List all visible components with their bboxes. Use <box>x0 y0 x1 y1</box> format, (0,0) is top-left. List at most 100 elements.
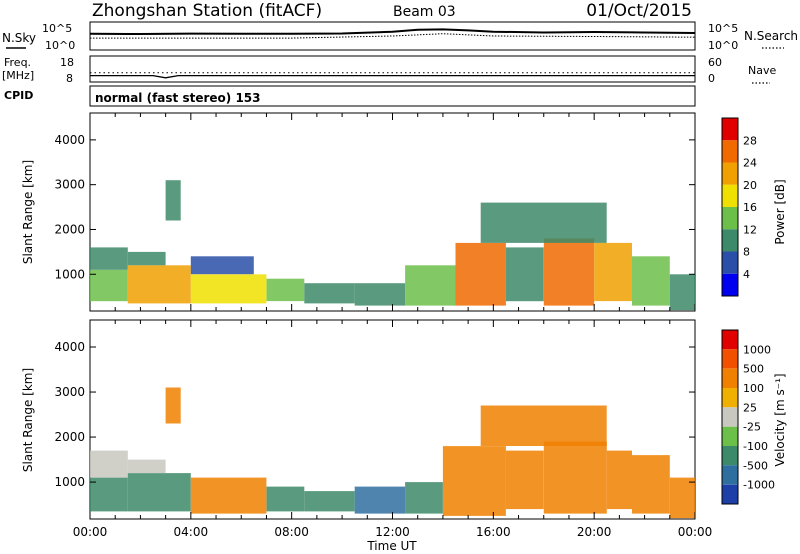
noise-right-tick-bottom: 10^0 <box>708 39 738 52</box>
power-ytick-label: 3000 <box>54 178 85 192</box>
x-tick-label: 12:00 <box>375 525 410 539</box>
x-tick-label: 16:00 <box>476 525 511 539</box>
noise-right-label: N.Search <box>744 29 798 43</box>
power-ytick-label: 1000 <box>54 267 85 281</box>
velocity-cell <box>304 491 355 512</box>
power-colorbar-swatch <box>722 273 738 297</box>
power-colorbar-label: Power [dB] <box>773 179 787 244</box>
velocity-cell <box>442 446 506 516</box>
velocity-colorbar-tick: 1000 <box>743 343 771 356</box>
velocity-colorbar-swatch <box>722 446 738 466</box>
velocity-cell <box>90 450 128 478</box>
velocity-cell <box>480 405 607 446</box>
power-cell <box>165 180 181 221</box>
velocity-cell <box>669 477 695 519</box>
power-cell <box>669 274 695 311</box>
cpid-label: CPID <box>4 89 33 102</box>
power-cell <box>90 269 128 302</box>
x-axis: 00:00 04:00 08:00 12:00 16:00 20:00 00:00 <box>73 525 713 539</box>
power-colorbar-swatch <box>722 118 738 141</box>
velocity-ytick-label: 3000 <box>54 385 85 399</box>
x-tick-label: 08:00 <box>274 525 309 539</box>
noise-right-tick-top: 10^5 <box>708 22 738 35</box>
power-cell <box>455 242 506 306</box>
velocity-cell <box>543 441 607 514</box>
velocity-colorbar-tick: 100 <box>743 382 764 395</box>
velocity-colorbar-swatch <box>722 465 738 485</box>
freq-line <box>90 74 695 79</box>
velocity-colorbar-swatch <box>722 407 738 427</box>
power-cell <box>480 202 607 243</box>
velocity-cell <box>405 482 443 514</box>
power-colorbar-swatch <box>722 207 738 230</box>
power-colorbar-tick: 24 <box>743 157 757 170</box>
velocity-colorbar-tick: -25 <box>743 421 761 434</box>
power-colorbar-tick: 28 <box>743 134 757 147</box>
power-colorbar-tick: 20 <box>743 179 757 192</box>
velocity-cell <box>606 450 632 510</box>
power-cell <box>190 274 267 304</box>
header-date: 01/Oct/2015 <box>586 1 692 21</box>
power-colorbar-frame <box>721 117 739 297</box>
velocity-colorbar-frame <box>721 329 739 505</box>
velocity-ytick-label: 4000 <box>54 340 85 354</box>
freq-left-label-1: Freq. <box>4 56 31 69</box>
velocity-colorbar-swatch <box>722 330 738 350</box>
power-colorbar-swatch <box>722 251 738 274</box>
velocity-colorbar-swatch <box>722 388 738 408</box>
velocity-colorbar-tick: 25 <box>743 401 757 414</box>
power-ylabel: Slant Range [km] <box>21 160 35 264</box>
noise-left-tick-bottom: 10^0 <box>45 39 75 52</box>
power-cell <box>127 265 191 304</box>
noise-sky-line <box>89 28 696 36</box>
velocity-colorbar-tick: 500 <box>743 363 764 376</box>
freq-right-tick-top: 60 <box>708 56 722 69</box>
power-colorbar-swatch <box>722 229 738 252</box>
power-cell <box>266 278 305 302</box>
header-station: Zhongshan Station (fitACF) <box>92 1 322 21</box>
freq-right-tick-bottom: 0 <box>708 72 715 85</box>
velocity-colorbar-tick: -1000 <box>743 479 775 492</box>
velocity-colorbar-swatch <box>722 484 738 504</box>
velocity-cell <box>190 477 267 514</box>
velocity-cell <box>632 455 670 514</box>
velocity-cell <box>505 450 544 510</box>
velocity-panel: Slant Range [km] 4000 3000 2000 1000 1000 50… <box>21 319 787 520</box>
power-colorbar-tick: 12 <box>743 223 757 236</box>
power-colorbar-swatch <box>722 162 738 185</box>
cpid-panel: CPID normal (fast stereo) 153 <box>4 85 696 107</box>
power-cell <box>354 283 406 306</box>
x-tick-label: 00:00 <box>678 525 713 539</box>
freq-left-tick-bottom: 8 <box>66 72 73 85</box>
velocity-cell <box>90 477 128 512</box>
x-tick-label: 04:00 <box>174 525 209 539</box>
x-tick-label: 20:00 <box>577 525 612 539</box>
velocity-colorbar-swatch <box>722 426 738 446</box>
power-cell <box>90 247 128 270</box>
noise-left-tick-top: 10^5 <box>42 22 72 35</box>
power-cell <box>632 256 670 306</box>
freq-left-label-2: [MHz] <box>2 69 34 82</box>
noise-search-line <box>90 33 696 39</box>
velocity-ylabel: Slant Range [km] <box>21 368 35 472</box>
velocity-colorbar-swatch <box>722 368 738 388</box>
power-colorbar-swatch <box>722 140 738 163</box>
velocity-cell <box>354 486 406 514</box>
power-cell <box>405 265 456 306</box>
freq-panel: Freq. [MHz] 18 8 60 0 Nave <box>2 55 776 85</box>
power-ytick-label: 2000 <box>54 222 85 236</box>
velocity-cell <box>127 473 191 512</box>
velocity-cell <box>266 486 305 512</box>
freq-right-label: Nave <box>748 64 776 77</box>
cpid-text: normal (fast stereo) 153 <box>95 91 261 105</box>
velocity-colorbar-tick: -100 <box>743 440 768 453</box>
power-cell <box>505 247 544 302</box>
velocity-ytick-label: 2000 <box>54 430 85 444</box>
velocity-ytick-label: 1000 <box>54 475 85 489</box>
power-ytick-label: 4000 <box>54 133 85 147</box>
header-beam: Beam 03 <box>393 4 456 20</box>
noise-panel: N.Sky 10^5 10^0 N.Search 10^5 10^0 <box>2 21 798 52</box>
velocity-colorbar-tick: -500 <box>743 459 768 472</box>
power-colorbar-tick: 16 <box>743 201 757 214</box>
power-cell <box>304 283 355 304</box>
